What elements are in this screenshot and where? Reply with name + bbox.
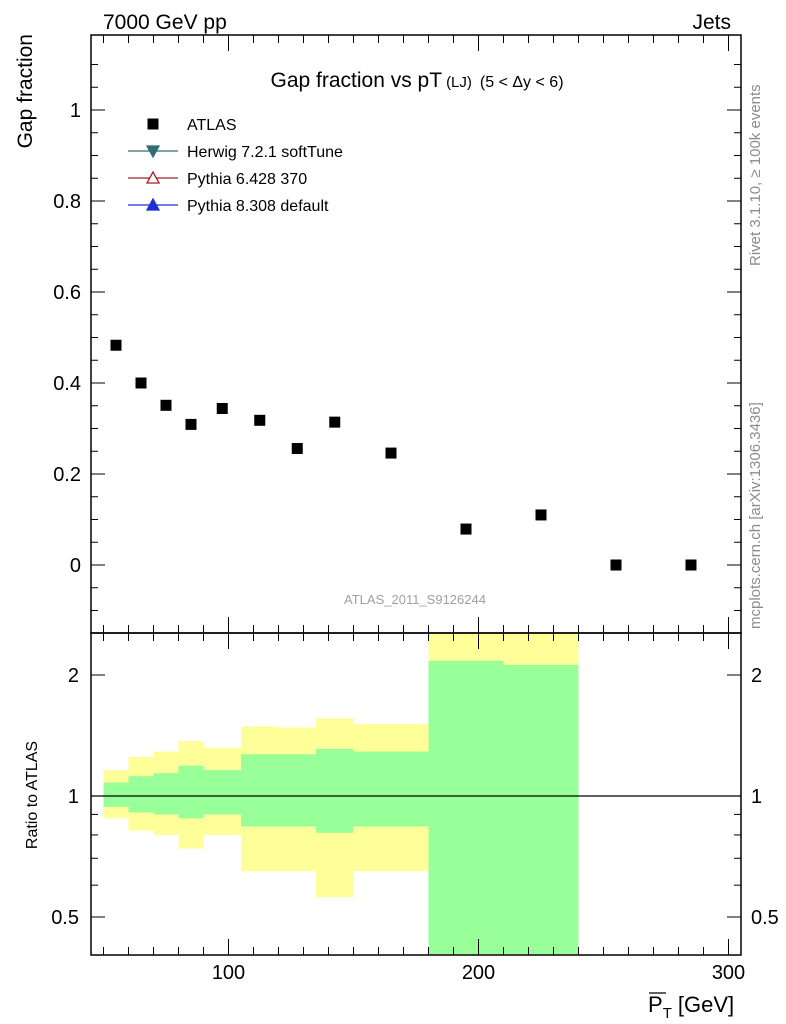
- legend-label: Herwig 7.2.1 softTune: [187, 144, 343, 161]
- ratio-band-inner: [241, 754, 279, 827]
- ratio-band-inner: [128, 776, 154, 813]
- ratio-band-inner: [503, 664, 579, 954]
- ratio-axes: 0.5 0.5 1 1 2 2 100 200 300: [51, 633, 779, 984]
- atlas-data-point: [160, 399, 172, 411]
- legend-item: Pythia 6.428 370: [128, 170, 307, 188]
- ratio-frame: [90, 632, 742, 956]
- ratio-y-axis-label: Ratio to ATLAS: [24, 741, 41, 849]
- atlas-data-point: [610, 559, 622, 571]
- ratio-y-tick-label: 1: [68, 786, 79, 808]
- ratio-y-tick-label-right: 0.5: [751, 907, 779, 929]
- ratio-x-tick-label: 200: [462, 962, 495, 984]
- ratio-band-inner: [316, 748, 354, 833]
- ratio-band-inner: [353, 751, 429, 827]
- main-y-tick-label: 0.2: [53, 464, 81, 486]
- ratio-plot-content: [91, 634, 741, 954]
- main-title: Gap fraction vs pT (LJ) (5 < Δy < 6): [270, 69, 563, 92]
- atlas-data-point: [110, 339, 122, 351]
- atlas-data-point: [385, 447, 397, 459]
- atlas-data-point: [254, 414, 266, 426]
- ratio-panel: Ratio to ATLAS 0.5 0.5 1 1 2 2 100 200 300 PT [Ge…: [24, 632, 779, 1022]
- main-y-tick-label: 0: [70, 555, 81, 577]
- ratio-band-inner: [103, 782, 129, 807]
- legend-marker-triangle: [145, 145, 161, 159]
- rivet-version-label: Rivet 3.1.10, ≥ 100k events: [747, 84, 764, 266]
- ratio-y-tick-label: 0.5: [51, 907, 79, 929]
- main-panel: Gap fraction vs pT (LJ) (5 < Δy < 6) Gap f…: [14, 34, 742, 634]
- legend-label: ATLAS: [187, 117, 237, 134]
- legend-marker-square: [147, 118, 159, 130]
- ratio-band-inner: [178, 765, 204, 819]
- main-y-axis-label: Gap fraction: [14, 34, 37, 148]
- atlas-data-point: [135, 377, 147, 389]
- main-y-tick-label: 0.4: [53, 373, 81, 395]
- atlas-data-point: [216, 402, 228, 414]
- main-axes: 0 0.2 0.4 0.6 0.8 1: [53, 35, 741, 633]
- ratio-y-tick-label: 2: [68, 665, 79, 687]
- atlas-data-point: [185, 418, 197, 430]
- legend-item: Pythia 8.308 default: [128, 197, 329, 215]
- x-axis-label-text: PT [GeV]: [648, 992, 734, 1022]
- x-axis-label-main: P: [648, 992, 663, 1017]
- atlas-data-point: [291, 443, 303, 455]
- atlas-data-point: [685, 559, 697, 571]
- atlas-data-point: [460, 523, 472, 535]
- legend-marker-triangle: [145, 197, 161, 211]
- ratio-band-inner: [203, 770, 241, 815]
- legend: ATLAS Herwig 7.2.1 softTune Pythia 6.428 3…: [128, 117, 343, 215]
- legend-item: Herwig 7.2.1 softTune: [128, 144, 343, 161]
- x-axis-label-unit: [GeV]: [678, 992, 734, 1017]
- title-main: Gap fraction vs pT: [270, 69, 442, 92]
- ratio-band-inner: [278, 754, 316, 827]
- atlas-data-point: [329, 416, 341, 428]
- x-axis-label: PT [GeV]: [648, 992, 734, 1022]
- legend-label: Pythia 8.308 default: [187, 198, 329, 215]
- analysis-watermark: ATLAS_2011_S9126244: [344, 592, 486, 607]
- ratio-band-inner: [153, 773, 179, 815]
- mcplots-reference-label: mcplots.cern.ch [arXiv:1306.3436]: [747, 402, 764, 629]
- atlas-data-point: [535, 509, 547, 521]
- header-energy: 7000 GeV pp: [103, 11, 227, 34]
- title-range: (5 < Δy < 6): [480, 74, 564, 91]
- main-y-tick-label: 1: [70, 100, 81, 122]
- main-plot-content: [110, 339, 697, 571]
- main-y-tick-label: 0.8: [53, 191, 81, 213]
- ratio-y-tick-label-right: 2: [751, 665, 762, 687]
- ratio-y-tick-label-right: 1: [751, 786, 762, 808]
- title-subscript: (LJ): [446, 74, 472, 91]
- main-y-tick-label: 0.6: [53, 282, 81, 304]
- legend-item: ATLAS: [147, 117, 237, 134]
- x-axis-label-subscript: T: [663, 1005, 672, 1022]
- ratio-x-tick-label: 300: [712, 962, 745, 984]
- ratio-x-tick-label: 100: [212, 962, 245, 984]
- header-process: Jets: [692, 11, 731, 34]
- legend-label: Pythia 6.428 370: [187, 171, 307, 188]
- legend-marker-triangle: [145, 170, 161, 184]
- ratio-band-inner: [428, 660, 504, 954]
